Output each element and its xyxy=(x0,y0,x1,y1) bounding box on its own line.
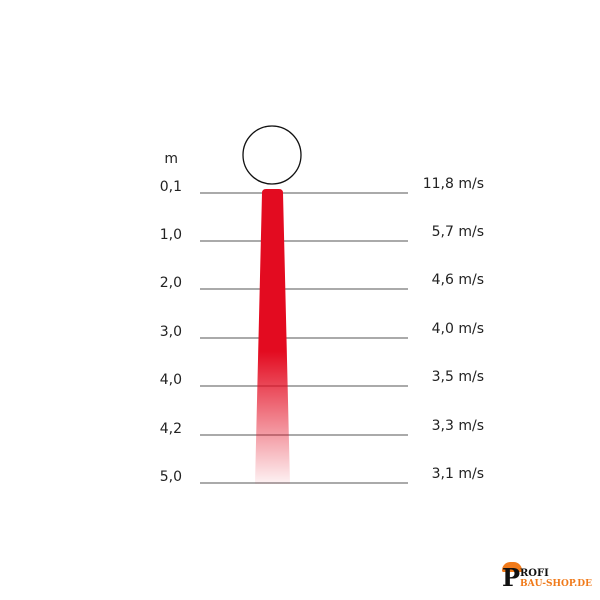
profi-bau-shop-logo: P ROFI BAU-SHOP.DE xyxy=(496,560,596,592)
height-label: 3,0 xyxy=(159,324,182,340)
helmet-icon xyxy=(502,562,522,572)
logo-line1: ROFI xyxy=(520,568,549,579)
speed-label: 3,5 m/s xyxy=(431,369,484,385)
height-label: 2,0 xyxy=(159,275,182,291)
height-label: 4,0 xyxy=(159,372,182,388)
fan-outlet-circle xyxy=(242,125,302,185)
speed-label: 3,1 m/s xyxy=(431,466,484,482)
height-label: 5,0 xyxy=(159,469,182,485)
speed-label: 3,3 m/s xyxy=(431,418,484,434)
speed-label: 11,8 m/s xyxy=(422,176,484,192)
height-label: 0,1 xyxy=(159,179,182,195)
logo-line2: BAU-SHOP.DE xyxy=(520,579,592,589)
height-label: 4,2 xyxy=(159,421,182,437)
height-label: 1,0 xyxy=(159,227,182,243)
speed-label: 4,6 m/s xyxy=(431,272,484,288)
speed-label: 4,0 m/s xyxy=(431,321,484,337)
logo-letter: P xyxy=(502,563,521,592)
unit-label: m xyxy=(164,151,178,167)
speed-label: 5,7 m/s xyxy=(431,224,484,240)
air-stream-beam xyxy=(255,189,290,484)
